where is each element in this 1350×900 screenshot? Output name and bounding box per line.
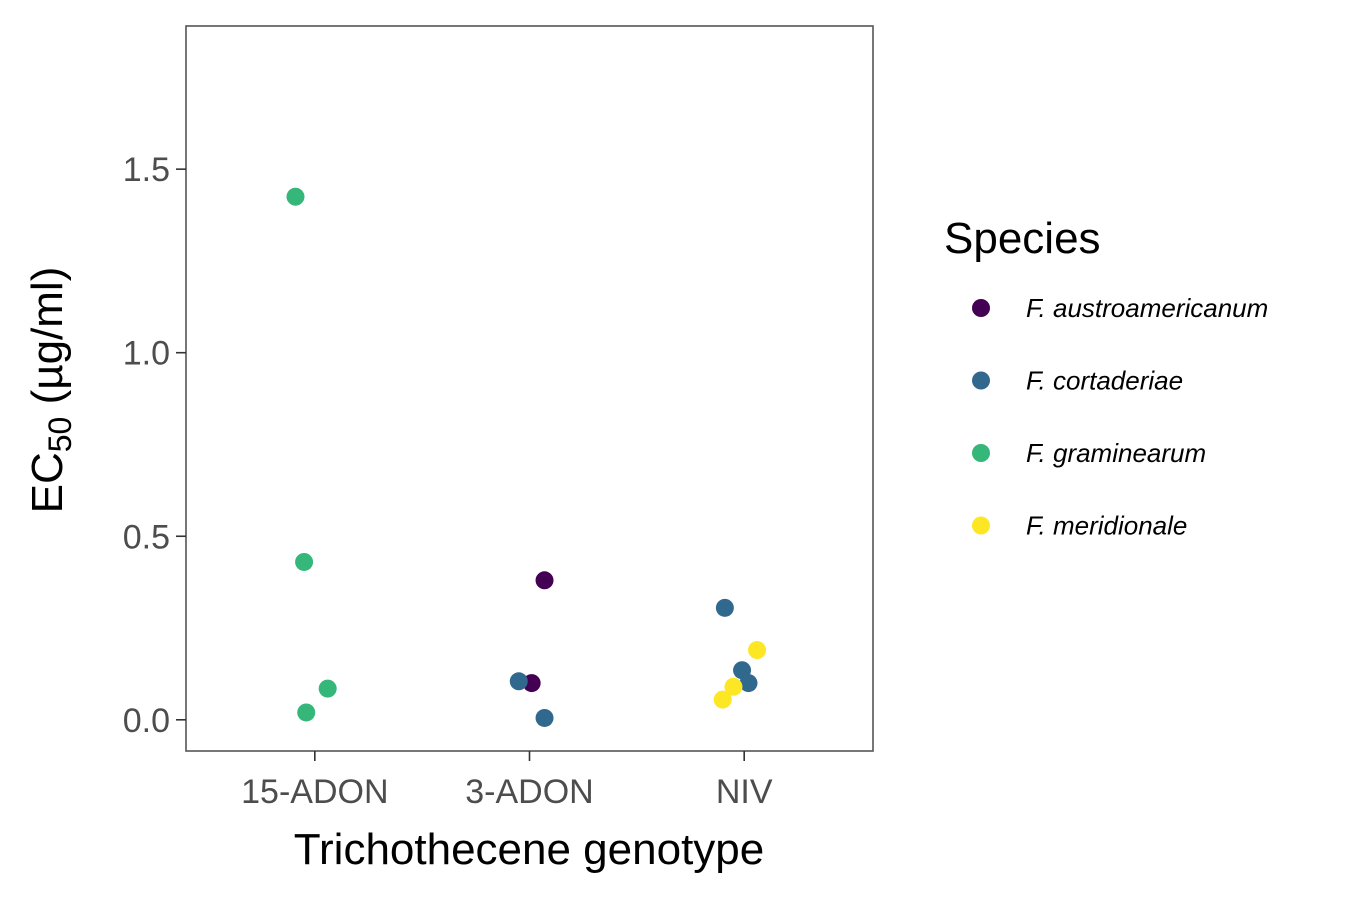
x-axis: 15-ADON 3-ADON NIV [241,751,773,811]
data-point [739,674,758,693]
x-tick-label: 15-ADON [241,773,388,811]
plot-area [185,25,874,752]
x-tick-label: 3-ADON [465,773,593,811]
data-point [748,641,767,660]
data-point [297,703,316,722]
data-point [535,708,554,727]
legend-label: F. meridionale [1026,511,1187,541]
y-axis-title-main: EC [23,452,72,513]
y-tick-label: 0.5 [123,518,170,556]
legend-swatch [972,371,990,390]
y-tick-label: 1.0 [123,335,170,373]
y-axis-title-subscript: 50 [42,417,78,453]
legend-swatch [972,299,990,317]
data-point [318,679,337,698]
y-axis-title: EC50 (µg/ml) [23,267,78,514]
data-point [715,598,734,617]
data-point [295,552,314,571]
data-point [509,672,528,691]
y-axis: 0.0 0.5 1.0 1.5 [123,151,186,740]
legend-label: F. graminearum [1026,438,1206,468]
legend-swatch [972,444,990,462]
y-tick-label: 1.5 [123,151,170,189]
x-tick-label: NIV [716,773,773,811]
panel-border [185,25,874,752]
legend-entries: F. austroamericanum F. cortaderiae F. gram… [972,293,1268,541]
legend: Species F. austroamericanum F. cortaderia… [944,214,1268,541]
legend-label: F. austroamericanum [1026,293,1268,323]
y-tick-label: 0.0 [123,702,170,740]
data-points [286,187,767,727]
legend-label: F. cortaderiae [1026,366,1183,396]
data-point [724,677,743,696]
data-point [535,571,554,590]
y-axis-title-unit: (µg/ml) [23,267,72,417]
data-point [713,690,732,709]
x-axis-title: Trichothecene genotype [294,825,764,874]
legend-swatch [972,516,990,535]
legend-title: Species [944,214,1101,263]
data-point [286,187,305,206]
